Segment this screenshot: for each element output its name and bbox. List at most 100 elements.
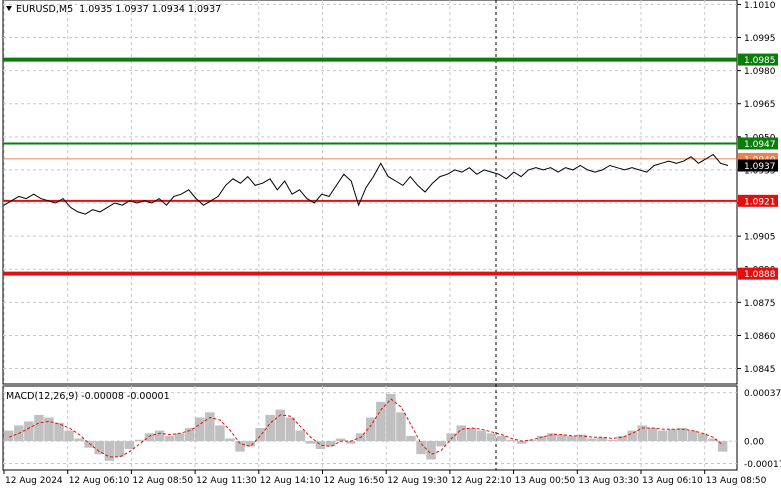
macd-bar [617, 435, 627, 442]
macd-bar [84, 441, 94, 448]
macd-bar [567, 435, 577, 442]
macd-bar [476, 430, 487, 442]
macd-bar [345, 441, 356, 444]
macd-bar [154, 430, 165, 442]
price-axis-label: 1.0875 [744, 299, 776, 309]
macd-bar [335, 438, 346, 442]
macd-bar [164, 435, 175, 442]
macd-bar [215, 425, 225, 442]
macd-bar [587, 438, 597, 442]
time-axis-label: 12 Aug 16:50 [324, 476, 385, 486]
time-axis-label: 13 Aug 06:10 [642, 476, 703, 486]
macd-bar [54, 422, 64, 442]
time-axis-label: 13 Aug 00:50 [515, 476, 576, 486]
macd-bar [124, 441, 135, 449]
macd-bar [436, 441, 446, 447]
level-price-label: 1.0921 [744, 197, 776, 207]
macd-title: MACD(12,26,9) -0.00008 -0.00001 [6, 391, 170, 402]
macd-bar [506, 439, 517, 442]
macd-bar [44, 417, 54, 442]
macd-bar [285, 417, 296, 442]
macd-bar [114, 441, 125, 457]
price-axis[interactable]: 1.10101.09951.09801.09651.09501.09351.09… [737, 1, 778, 375]
macd-bar [225, 438, 235, 442]
macd-bar [376, 401, 386, 442]
macd-bar [647, 428, 658, 442]
macd-bar [406, 435, 416, 442]
time-axis[interactable]: 12 Aug 2024 12 Aug 06:10 12 Aug 08:50 12 Au… [3, 470, 767, 486]
macd-bar [697, 433, 708, 442]
symbol-label: EURUSD,M5 [16, 4, 74, 15]
macd-bar [74, 438, 84, 442]
time-axis-label: 12 Aug 14:10 [260, 476, 321, 486]
macd-bar [607, 439, 617, 442]
macd-bar [677, 428, 688, 442]
level-price-tag [738, 194, 778, 207]
macd-bar [536, 435, 547, 442]
macd-bar [174, 433, 185, 442]
level-price-tag [738, 53, 778, 66]
level-price-label: 1.0985 [744, 56, 776, 66]
macd-bar [24, 421, 34, 442]
macd-bar [526, 439, 537, 442]
price-axis-label: 1.0980 [744, 67, 776, 77]
time-axis-label: 12 Aug 2024 [5, 476, 63, 486]
macd-bar [496, 435, 507, 442]
macd-bar [64, 430, 74, 442]
macd-bar [627, 430, 637, 442]
macd-bar [144, 433, 155, 442]
macd-bar [255, 428, 265, 442]
ohlc-values: 1.0935 1.0937 1.0934 1.0937 [79, 4, 222, 15]
macd-bar [185, 428, 195, 442]
time-axis-label: 12 Aug 22:10 [451, 476, 512, 486]
macd-bar [717, 441, 728, 452]
macd-bar [275, 409, 285, 442]
macd-axis-label: 0.00037 [744, 389, 781, 399]
macd-bar [657, 430, 668, 442]
price-series-line [3, 153, 729, 215]
level-price-label: 1.0947 [744, 140, 776, 150]
macd-bar [416, 441, 426, 455]
macd-axis: 0.00037 0.00 -0.00017 [744, 389, 781, 470]
macd-bar [205, 412, 215, 442]
macd-bar [426, 441, 436, 460]
macd-bar [547, 433, 557, 442]
price-axis-label: 1.0860 [744, 332, 776, 342]
macd-bar [637, 425, 647, 442]
price-axis-label: 1.0845 [744, 365, 776, 375]
dropdown-triangle-icon[interactable] [6, 6, 12, 11]
macd-histogram [4, 393, 728, 461]
macd-bar [315, 441, 326, 449]
macd-bar [597, 437, 607, 442]
main-chart-frame [2, 0, 738, 385]
macd-bar [446, 433, 456, 442]
macd-bar [386, 393, 396, 442]
level-price-tag [738, 267, 778, 280]
macd-bar [104, 441, 115, 461]
macd-bar [466, 428, 477, 442]
macd-axis-label: 0.00 [744, 438, 764, 448]
time-axis-label: 12 Aug 06:10 [69, 476, 130, 486]
level-lines [3, 57, 737, 276]
macd-bar [265, 414, 275, 442]
macd-bar [516, 441, 527, 444]
macd-bar [557, 434, 567, 442]
time-axis-label: 13 Aug 08:50 [706, 476, 767, 486]
macd-bar [687, 430, 698, 442]
macd-bar [245, 441, 255, 447]
current-price-tag [738, 159, 778, 172]
time-axis-label: 12 Aug 19:30 [387, 476, 448, 486]
chart-title: EURUSD,M5 1.0935 1.0937 1.0934 1.0937 [6, 4, 221, 15]
macd-bar [235, 441, 245, 452]
macd-bar [707, 438, 718, 442]
price-axis-label: 1.1010 [744, 1, 776, 11]
price-axis-label: 1.0965 [744, 100, 776, 110]
macd-bar [34, 414, 44, 442]
level-price-label: 1.0888 [744, 270, 776, 280]
macd-bar [486, 433, 497, 442]
macd-bar [305, 441, 316, 444]
macd-bar [456, 425, 466, 442]
macd-bar [94, 441, 104, 455]
macd-bar [295, 430, 306, 442]
